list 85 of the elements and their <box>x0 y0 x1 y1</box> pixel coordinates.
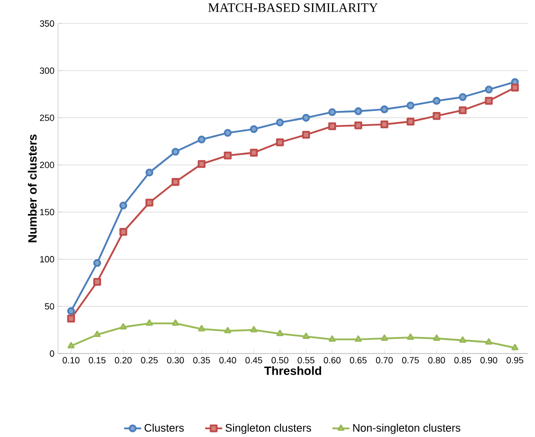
point <box>485 338 492 345</box>
x-tick-label: 0.20 <box>114 356 132 364</box>
point <box>302 130 310 139</box>
point <box>511 84 519 92</box>
point <box>119 202 128 210</box>
point <box>380 120 388 128</box>
point <box>198 136 206 144</box>
y-axis-title: Number of clusters <box>28 134 37 242</box>
x-tick-label: 0.40 <box>219 356 236 364</box>
y-tick-label: 250 <box>40 114 54 121</box>
point <box>407 334 414 340</box>
point <box>328 122 336 130</box>
point <box>406 102 414 110</box>
point <box>94 330 101 338</box>
point <box>67 307 75 315</box>
legend-label: Non-singleton clusters <box>353 424 460 434</box>
point <box>458 106 467 114</box>
x-tick-label: 0.60 <box>324 356 341 364</box>
x-tick-label: 0.75 <box>402 356 419 364</box>
y-tick-label: 0 <box>50 350 54 357</box>
point <box>276 138 284 146</box>
point <box>224 152 232 160</box>
point <box>432 112 441 120</box>
point <box>250 125 258 133</box>
point <box>224 128 232 137</box>
chart-title: MATCH-BASED SIMILARITY <box>208 3 378 12</box>
point <box>146 319 153 326</box>
point <box>328 335 336 342</box>
point <box>93 259 102 267</box>
point <box>302 114 310 122</box>
y-tick-label: 300 <box>40 67 54 74</box>
y-tick-label: 50 <box>44 303 54 310</box>
y-tick-label: 100 <box>40 256 54 262</box>
point <box>250 148 258 157</box>
point <box>172 319 179 326</box>
point <box>93 278 102 286</box>
point <box>354 121 362 130</box>
x-tick-label: 0.45 <box>245 356 262 364</box>
x-tick-label: 0.65 <box>350 356 367 364</box>
point <box>354 107 362 116</box>
point <box>484 96 493 105</box>
x-tick-label: 0.95 <box>506 356 524 364</box>
point <box>484 86 493 94</box>
point <box>354 335 362 342</box>
x-tick-label: 0.70 <box>376 356 393 364</box>
x-tick-label: 0.80 <box>428 356 445 364</box>
legend-label: Clusters <box>144 424 184 432</box>
point <box>458 93 467 101</box>
point <box>276 118 284 126</box>
point <box>302 332 310 339</box>
point <box>459 336 466 343</box>
x-tick-label: 0.35 <box>193 356 210 364</box>
point <box>120 323 127 330</box>
y-tick-label: 150 <box>40 208 54 216</box>
x-tick-label: 0.85 <box>454 356 472 364</box>
legend-label: Singleton clusters <box>226 424 312 434</box>
point <box>172 178 180 186</box>
point <box>276 330 284 336</box>
x-tick-label: 0.15 <box>88 356 106 364</box>
point <box>67 314 75 322</box>
point <box>380 105 388 114</box>
y-tick-label: 200 <box>40 162 54 168</box>
point <box>68 342 75 348</box>
point <box>119 228 128 236</box>
point <box>380 334 388 341</box>
x-tick-label: 0.50 <box>272 356 288 364</box>
x-axis-title: Threshold <box>264 366 322 375</box>
x-tick-label: 0.30 <box>167 356 184 364</box>
point <box>250 326 258 332</box>
x-tick-label: 0.90 <box>480 356 498 364</box>
point <box>172 148 180 156</box>
point <box>145 168 154 176</box>
point <box>198 160 206 168</box>
point <box>328 108 336 116</box>
x-tick-label: 0.10 <box>62 356 80 364</box>
point <box>511 344 518 350</box>
x-tick-label: 0.55 <box>298 356 314 364</box>
point <box>406 118 414 126</box>
point <box>224 326 232 334</box>
x-tick-label: 0.25 <box>141 356 158 364</box>
point <box>198 325 206 332</box>
point <box>432 96 441 105</box>
point <box>145 198 154 207</box>
y-tick-label: 350 <box>40 20 54 27</box>
point <box>433 334 440 341</box>
